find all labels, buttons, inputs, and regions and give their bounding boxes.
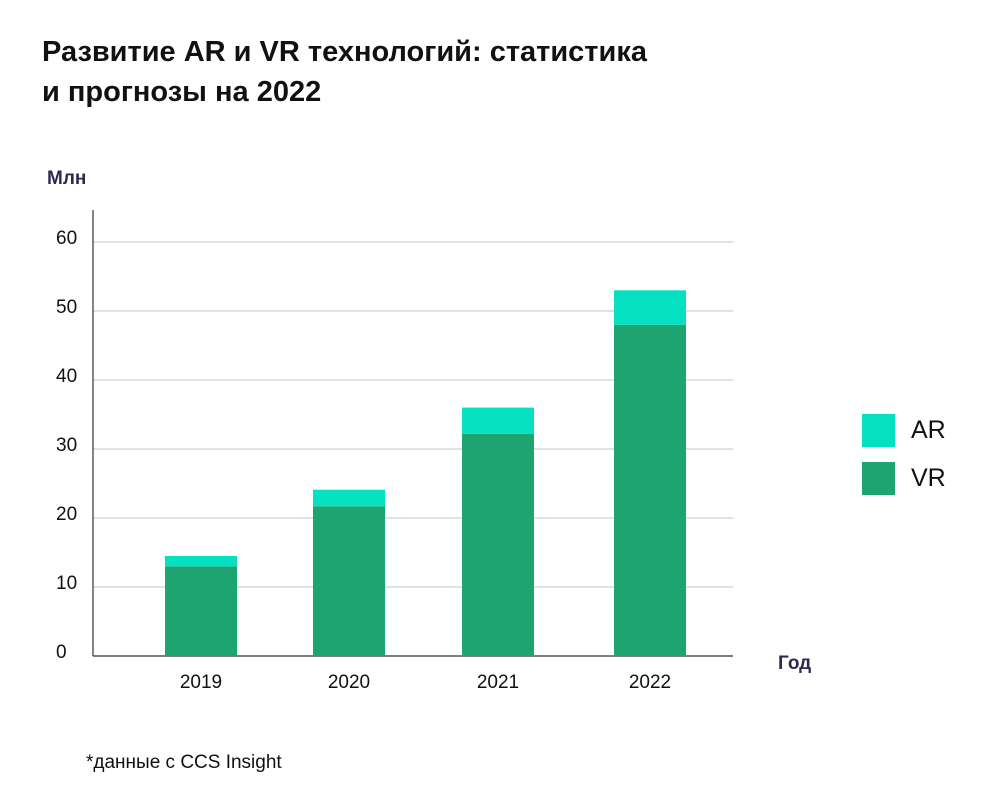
y-tick-label-60: 60 — [56, 228, 77, 249]
legend-label-ar: AR — [911, 416, 946, 444]
legend-swatch-vr — [862, 462, 895, 495]
legend-swatch-ar — [862, 414, 895, 447]
legend: AR VR — [862, 414, 946, 510]
x-tick-label-2020: 2020 — [328, 672, 370, 693]
y-tick-label-0: 0 — [56, 642, 67, 663]
chart-title-line-1: Развитие AR и VR технологий: статистика — [42, 36, 647, 68]
bar-vr-2021 — [462, 433, 534, 656]
x-tick-label-2019: 2019 — [180, 672, 222, 693]
y-axis-label: Млн — [47, 168, 87, 189]
chart-title: Развитие AR и VR технологий: статистика … — [42, 32, 802, 112]
x-axis-label: Год — [778, 653, 812, 674]
y-tick-label-40: 40 — [56, 366, 77, 387]
legend-item-ar: AR — [862, 414, 946, 447]
bar-vr-2020 — [313, 506, 385, 656]
y-tick-label-20: 20 — [56, 504, 77, 525]
chart-title-line-2: и прогнозы на 2022 — [42, 76, 322, 108]
bar-vr-2022 — [614, 324, 686, 656]
x-tick-label-2022: 2022 — [629, 672, 671, 693]
y-tick-label-50: 50 — [56, 297, 77, 318]
x-tick-label-2021: 2021 — [477, 672, 519, 693]
bar-ar-2019 — [165, 555, 237, 567]
y-tick-label-10: 10 — [56, 573, 77, 594]
bar-ar-2022 — [614, 290, 686, 325]
legend-item-vr: VR — [862, 462, 946, 495]
y-tick-label-30: 30 — [56, 435, 77, 456]
bar-vr-2019 — [165, 566, 237, 656]
bar-ar-2020 — [313, 489, 385, 507]
source-note: *данные с CCS Insight — [86, 752, 282, 773]
legend-label-vr: VR — [911, 464, 946, 492]
bar-ar-2021 — [462, 407, 534, 434]
